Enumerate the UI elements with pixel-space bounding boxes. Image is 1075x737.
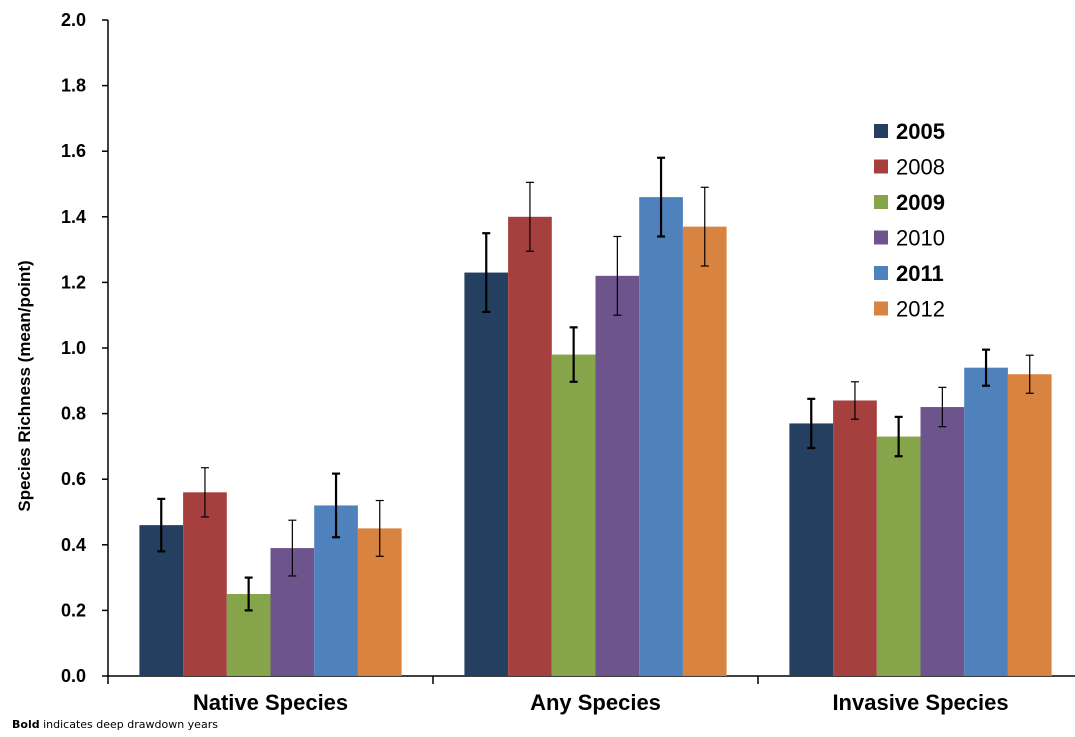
- footnote-text: indicates deep drawdown years: [39, 718, 218, 731]
- legend: 2005 2008 2009 2010 2011 2012: [874, 119, 945, 322]
- bar-2011: [964, 367, 1008, 676]
- bar-2009: [876, 436, 921, 676]
- legend-swatch-2005: [874, 124, 888, 138]
- bar-2005: [789, 423, 834, 676]
- bar-2012: [682, 226, 727, 676]
- bar-2008: [508, 216, 552, 677]
- x-category-label: Any Species: [530, 690, 661, 715]
- legend-swatch-2011: [874, 266, 888, 280]
- y-tick-label: 0.4: [61, 535, 86, 555]
- y-tick-label: 1.2: [61, 272, 86, 292]
- bars: [139, 197, 1052, 677]
- error-bars: [157, 156, 1034, 612]
- bar-2011: [639, 197, 683, 676]
- legend-label-2012: 2012: [896, 297, 945, 322]
- bar-2010: [595, 275, 640, 676]
- x-axis: Native Species Any Species Invasive Specie…: [107, 675, 1075, 715]
- legend-label-2009: 2009: [896, 190, 945, 215]
- legend-label-2008: 2008: [896, 155, 945, 180]
- bar-2010: [920, 407, 965, 676]
- legend-swatch-2009: [874, 195, 888, 209]
- footnote-bold-word: Bold: [12, 718, 40, 731]
- bar-2008: [833, 400, 877, 676]
- legend-label-2011: 2011: [896, 261, 944, 286]
- bar-2009: [551, 354, 596, 676]
- bar-2005: [464, 272, 509, 676]
- y-axis-title: Species Richness (mean/point): [15, 260, 34, 511]
- y-tick-label: 0.8: [61, 404, 86, 424]
- y-tick-label: 2.0: [61, 10, 86, 30]
- y-tick-label: 0.2: [61, 600, 86, 620]
- legend-label-2010: 2010: [896, 226, 945, 251]
- x-category-label: Invasive Species: [832, 690, 1008, 715]
- y-tick-label: 0.0: [61, 666, 86, 686]
- legend-swatch-2010: [874, 230, 888, 245]
- y-tick-label: 0.6: [61, 469, 86, 489]
- y-tick-label: 1.6: [61, 141, 86, 161]
- bar-2008: [183, 492, 227, 676]
- legend-swatch-2008: [874, 159, 888, 174]
- y-axis: 0.0 0.2 0.4 0.6 0.8 1.0 1.2 1.4 1.6 1.8 2.0: [61, 10, 109, 686]
- footnote: Bold indicates deep drawdown years: [12, 718, 218, 731]
- legend-swatch-2012: [874, 301, 888, 316]
- y-tick-label: 1.0: [61, 338, 86, 358]
- x-category-label: Native Species: [193, 690, 348, 715]
- legend-label-2005: 2005: [896, 119, 945, 144]
- bar-2012: [1007, 374, 1052, 676]
- y-tick-label: 1.8: [61, 76, 86, 96]
- y-tick-label: 1.4: [61, 207, 86, 227]
